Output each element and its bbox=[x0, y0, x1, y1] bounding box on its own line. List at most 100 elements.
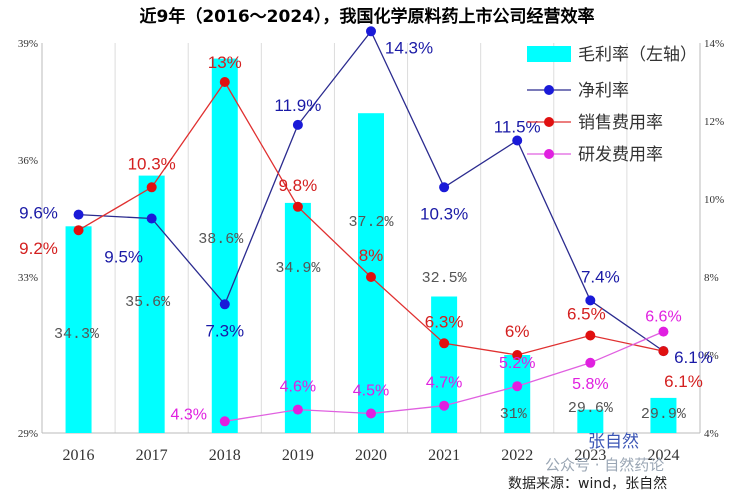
x-tick-label: 2019 bbox=[282, 447, 314, 464]
left-tick-label: 29% bbox=[18, 428, 38, 440]
source-note: 数据来源：wind，张自然 bbox=[508, 475, 667, 492]
point-sales-expense bbox=[146, 182, 157, 193]
point-rd-expense bbox=[219, 416, 230, 427]
point-rd-expense bbox=[439, 400, 450, 411]
left-tick-label: 33% bbox=[18, 272, 38, 284]
label-net-margin: 11.5% bbox=[494, 118, 541, 137]
legend-label-rd-expense: 研发费用率 bbox=[578, 145, 663, 165]
bar-gross-margin bbox=[650, 397, 677, 433]
point-rd-expense bbox=[512, 381, 523, 392]
label-sales-expense: 6% bbox=[505, 322, 530, 341]
x-tick-label: 2018 bbox=[209, 447, 241, 464]
label-rd-expense: 5.8% bbox=[572, 376, 608, 393]
bar-label-gross-margin: 34.3% bbox=[54, 326, 100, 343]
legend-marker-rd-expense bbox=[544, 149, 554, 159]
label-net-margin: 7.4% bbox=[581, 267, 620, 286]
label-net-margin: 11.9% bbox=[274, 96, 321, 115]
label-rd-expense: 6.6% bbox=[645, 309, 681, 326]
bar-label-gross-margin: 29.6% bbox=[568, 400, 614, 417]
right-tick-label: 14% bbox=[704, 38, 724, 50]
label-rd-expense: 4.6% bbox=[280, 379, 316, 396]
x-tick-label: 2021 bbox=[428, 447, 460, 464]
label-rd-expense: 5.2% bbox=[499, 355, 535, 372]
right-tick-label: 8% bbox=[704, 272, 719, 284]
point-net-margin bbox=[512, 135, 523, 146]
x-tick-label: 2023 bbox=[574, 447, 606, 464]
left-axis-ticks: 39% 36% 33% 29% bbox=[18, 38, 38, 440]
label-net-margin: 10.3% bbox=[420, 204, 468, 223]
right-tick-label: 10% bbox=[704, 194, 724, 206]
label-rd-expense: 4.5% bbox=[353, 383, 389, 400]
point-net-margin bbox=[366, 26, 376, 37]
x-tick-label: 2017 bbox=[136, 447, 168, 464]
left-tick-label: 36% bbox=[18, 155, 38, 167]
point-sales-expense bbox=[585, 330, 596, 341]
label-rd-expense: 4.3% bbox=[171, 406, 207, 423]
bar-label-gross-margin: 35.6% bbox=[125, 294, 171, 311]
label-sales-expense: 13% bbox=[208, 53, 242, 72]
label-sales-expense: 6.5% bbox=[567, 305, 606, 324]
left-tick-label: 39% bbox=[18, 38, 38, 50]
bar-gross-margin bbox=[504, 355, 531, 433]
x-tick-label: 2024 bbox=[647, 447, 679, 464]
point-net-margin bbox=[146, 213, 157, 224]
bar-label-gross-margin: 38.6% bbox=[198, 231, 244, 248]
label-net-margin: 9.5% bbox=[104, 248, 143, 267]
label-sales-expense: 9.2% bbox=[19, 239, 58, 258]
x-axis-ticks: 2016 2017 2018 2019 2020 2021 2022 2023 2024 bbox=[63, 447, 680, 464]
chart-title: 近9年（2016～2024），我国化学原料药上市公司经营效率 bbox=[140, 6, 595, 27]
legend-label-gross-margin: 毛利率（左轴） bbox=[578, 45, 697, 65]
bar-label-gross-margin: 29.9% bbox=[641, 406, 687, 423]
x-tick-label: 2022 bbox=[501, 447, 533, 464]
right-tick-label: 12% bbox=[704, 116, 724, 128]
x-tick-label: 2016 bbox=[63, 447, 95, 464]
bar-label-gross-margin: 34.9% bbox=[275, 260, 321, 277]
right-tick-label: 6% bbox=[704, 350, 719, 362]
label-net-margin: 14.3% bbox=[385, 38, 433, 57]
bar-label-gross-margin: 37.2% bbox=[348, 214, 394, 231]
bar-label-gross-margin: 32.5% bbox=[422, 270, 468, 287]
point-sales-expense bbox=[366, 272, 376, 282]
label-sales-expense: 9.8% bbox=[279, 176, 318, 195]
label-rd-expense: 4.7% bbox=[426, 375, 462, 392]
label-net-margin: 6.1% bbox=[674, 348, 713, 367]
legend-swatch-gross-margin bbox=[527, 46, 571, 62]
point-sales-expense bbox=[219, 77, 230, 87]
legend-marker-net-margin bbox=[544, 85, 554, 95]
bar-gross-margin bbox=[284, 202, 311, 433]
bar-gross-margin bbox=[65, 226, 92, 433]
line-series bbox=[73, 26, 669, 427]
watermark-text: 公众号 · 自然药论 bbox=[545, 456, 664, 474]
label-sales-expense: 6.1% bbox=[664, 372, 703, 391]
point-rd-expense bbox=[366, 408, 376, 419]
point-sales-expense bbox=[512, 350, 523, 360]
label-net-margin: 9.6% bbox=[19, 204, 58, 223]
point-net-margin bbox=[292, 119, 303, 130]
point-sales-expense bbox=[292, 201, 303, 212]
right-axis-ticks: 14% 12% 10% 8% 6% 4% bbox=[704, 38, 724, 440]
legend-marker-sales-expense bbox=[544, 117, 554, 127]
bar-label-gross-margin: 31% bbox=[500, 406, 528, 423]
x-tick-label: 2020 bbox=[355, 447, 387, 464]
label-sales-expense: 8% bbox=[359, 246, 384, 265]
point-rd-expense bbox=[585, 357, 596, 368]
bar-gross-margin bbox=[577, 409, 604, 433]
label-sales-expense: 10.3% bbox=[128, 154, 176, 173]
point-rd-expense bbox=[658, 326, 669, 337]
point-net-margin bbox=[219, 299, 230, 310]
legend-label-sales-expense: 销售费用率 bbox=[578, 113, 663, 133]
right-tick-label: 4% bbox=[704, 428, 719, 440]
watermark-name: 张自然 bbox=[588, 432, 639, 452]
point-net-margin bbox=[585, 295, 596, 306]
label-sales-expense: 6.3% bbox=[425, 312, 464, 331]
point-sales-expense bbox=[73, 225, 84, 236]
label-net-margin: 7.3% bbox=[205, 321, 244, 340]
legend-label-net-margin: 净利率 bbox=[578, 81, 629, 101]
bar-gross-margin bbox=[211, 58, 238, 433]
point-sales-expense bbox=[658, 346, 669, 357]
point-net-margin bbox=[439, 182, 450, 193]
legend: 毛利率（左轴） 净利率 销售费用率 研发费用率 bbox=[527, 45, 697, 165]
point-net-margin bbox=[73, 209, 84, 220]
point-rd-expense bbox=[292, 404, 303, 415]
